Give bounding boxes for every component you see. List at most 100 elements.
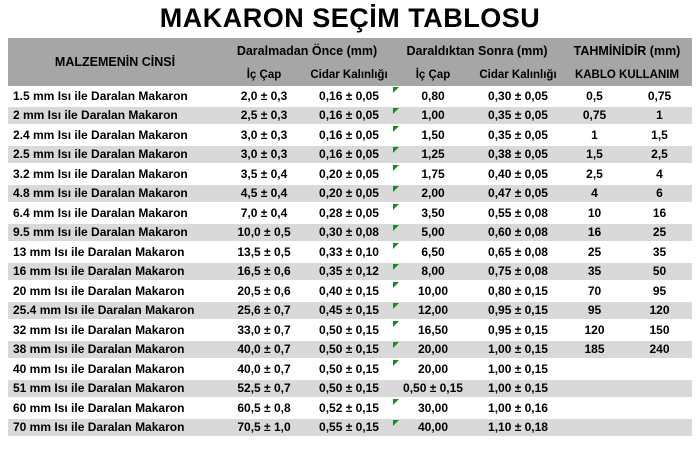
material-name-cell: 9.5 mm Isı ile Daralan Makaron [13, 225, 188, 240]
excel-error-flag-icon [393, 302, 399, 309]
material-name-cell: 16 mm Isı ile Daralan Makaron [13, 264, 185, 279]
excel-error-flag-icon [393, 399, 399, 405]
kablo-kullanim-max-cell: 95 [652, 283, 667, 298]
excel-error-flag-icon [393, 126, 399, 132]
material-name-cell: 2.5 mm Isı ile Daralan Makaron [13, 147, 188, 162]
kablo-kullanim-max-cell: 6 [656, 186, 663, 201]
before-cidar-kalinligi-cell: 0,50 ± 0,15 [319, 322, 379, 337]
kablo-kullanim-min-cell [562, 398, 627, 418]
after-cidar-kalinligi-cell: 1,00 ± 0,15 [488, 361, 548, 376]
after-ic-cap-cell: 20,00 [392, 341, 474, 359]
before-ic-cap-cell: 25,6 ± 0,7 [237, 303, 291, 318]
kablo-kullanim-min-cell: 1,5 [586, 147, 603, 162]
after-ic-cap-value: 1,25 [421, 147, 445, 162]
kablo-kullanim-max-cell: 1 [656, 108, 663, 123]
excel-error-flag-icon [393, 204, 399, 210]
kablo-kullanim-max-cell [627, 419, 692, 437]
material-name-cell: 60 mm Isı ile Daralan Makaron [13, 400, 185, 415]
excel-error-flag-icon [393, 243, 399, 249]
after-ic-cap-cell: 20,00 [392, 359, 474, 379]
before-ic-cap-cell: 3,0 ± 0,3 [240, 147, 288, 162]
excel-error-flag-icon [393, 185, 399, 192]
after-ic-cap-cell: 0,50 ± 0,15 [392, 380, 474, 398]
after-ic-cap-cell: 2,00 [392, 185, 474, 203]
after-ic-cap-cell: 0,80 [392, 86, 474, 106]
kablo-kullanim-min-cell: 0,75 [582, 108, 607, 123]
kablo-kullanim-max-cell: 4 [656, 166, 663, 181]
material-name-cell: 20 mm Isı ile Daralan Makaron [13, 283, 185, 298]
kablo-kullanim-min-cell [562, 419, 627, 437]
before-cidar-kalinligi-cell: 0,20 ± 0,05 [319, 186, 379, 201]
before-ic-cap-cell: 2,0 ± 0,3 [240, 88, 288, 103]
after-cidar-kalinligi-cell: 0,95 ± 0,15 [488, 322, 548, 337]
kablo-kullanim-min-cell: 2,5 [586, 166, 603, 181]
excel-error-flag-icon [393, 107, 399, 114]
table-row: 40 mm Isı ile Daralan Makaron 40,0 ± 0,7… [8, 359, 692, 379]
after-ic-cap-cell: 1,75 [392, 164, 474, 184]
after-ic-cap-cell: 10,00 [392, 281, 474, 301]
after-ic-cap-value: 16,50 [417, 322, 449, 337]
after-ic-cap-value: 30,00 [417, 400, 449, 415]
material-name-cell: 51 mm Isı ile Daralan Makaron [13, 381, 185, 396]
kablo-kullanim-max-cell: 35 [652, 244, 667, 259]
kablo-kullanim-max-cell: 50 [652, 264, 667, 279]
kablo-kullanim-min-cell: 70 [587, 283, 602, 298]
selection-table: MALZEMENİN CİNSİ Daralmadan Önce (mm) Da… [8, 38, 692, 437]
after-cidar-kalinligi-cell: 1,00 ± 0,15 [488, 342, 548, 357]
before-ic-cap-cell: 20,5 ± 0,6 [237, 283, 291, 298]
kablo-kullanim-min-cell: 10 [587, 205, 602, 220]
column-group-tahminidir: TAHMİNİDİR (mm) [573, 43, 681, 58]
before-ic-cap-cell: 33,0 ± 0,7 [237, 322, 291, 337]
excel-error-flag-icon [393, 419, 399, 426]
after-cidar-kalinligi-cell: 0,47 ± 0,05 [488, 186, 548, 201]
after-ic-cap-cell: 1,50 [392, 125, 474, 145]
column-subheader-row: İç Çap Cidar Kalınlığı İç Çap Cidar Kalı… [222, 63, 692, 86]
table-row: 25.4 mm Isı ile Daralan Makaron 25,6 ± 0… [8, 300, 692, 320]
table-row: 13 mm Isı ile Daralan Makaron 13,5 ± 0,5… [8, 242, 692, 262]
after-ic-cap-cell: 16,50 [392, 320, 474, 340]
after-cidar-kalinligi-cell: 0,35 ± 0,05 [488, 108, 548, 123]
column-header-after-ic-cap: İç Çap [415, 68, 451, 81]
table-header: MALZEMENİN CİNSİ Daralmadan Önce (mm) Da… [8, 38, 692, 86]
after-cidar-kalinligi-cell: 1,00 ± 0,16 [488, 400, 548, 415]
material-name-cell: 13 mm Isı ile Daralan Makaron [13, 244, 185, 259]
before-cidar-kalinligi-cell: 0,35 ± 0,12 [319, 264, 379, 279]
column-header-malzemenin-cinsi: MALZEMENİN CİNSİ [54, 55, 176, 69]
material-name-cell: 25.4 mm Isı ile Daralan Makaron [13, 303, 195, 318]
after-ic-cap-value: 40,00 [417, 420, 449, 435]
after-ic-cap-value: 0,50 ± 0,15 [403, 381, 463, 396]
before-ic-cap-cell: 60,5 ± 0,8 [237, 400, 291, 415]
after-ic-cap-value: 1,00 [421, 108, 445, 123]
kablo-kullanim-min-cell: 1 [591, 127, 598, 142]
after-cidar-kalinligi-cell: 0,95 ± 0,15 [488, 303, 548, 318]
column-header-after-cidar-kalinligi: Cidar Kalınlığı [479, 68, 557, 81]
after-ic-cap-cell: 40,00 [392, 419, 474, 437]
after-cidar-kalinligi-cell: 0,40 ± 0,05 [488, 166, 548, 181]
before-ic-cap-cell: 40,0 ± 0,7 [237, 361, 291, 376]
after-cidar-kalinligi-cell: 0,35 ± 0,05 [488, 127, 548, 142]
kablo-kullanim-min-cell: 25 [587, 244, 602, 259]
after-cidar-kalinligi-cell: 0,30 ± 0,05 [488, 88, 548, 103]
after-cidar-kalinligi-cell: 0,38 ± 0,05 [488, 147, 548, 162]
table-row: 9.5 mm Isı ile Daralan Makaron 10,0 ± 0,… [8, 222, 692, 242]
column-header-kablo-kullanim: KABLO KULLANIM [574, 68, 680, 81]
after-ic-cap-cell: 1,00 [392, 107, 474, 125]
table-row: 1.5 mm Isı ile Daralan Makaron 2,0 ± 0,3… [8, 86, 692, 106]
excel-error-flag-icon [393, 321, 399, 327]
kablo-kullanim-max-cell: 16 [652, 205, 667, 220]
kablo-kullanim-max-cell: 120 [649, 303, 670, 318]
after-cidar-kalinligi-cell: 1,10 ± 0,18 [488, 420, 548, 435]
kablo-kullanim-max-cell [627, 359, 692, 379]
kablo-kullanim-max-cell: 150 [649, 322, 670, 337]
kablo-kullanim-min-cell: 95 [587, 303, 602, 318]
column-header-before-ic-cap: İç Çap [246, 68, 282, 81]
before-cidar-kalinligi-cell: 0,50 ± 0,15 [319, 361, 379, 376]
excel-error-flag-icon [393, 360, 399, 366]
after-ic-cap-value: 5,00 [421, 225, 445, 240]
after-ic-cap-cell: 1,25 [392, 146, 474, 164]
after-ic-cap-value: 3,50 [421, 205, 445, 220]
kablo-kullanim-max-cell: 25 [652, 225, 667, 240]
material-name-cell: 6.4 mm Isı ile Daralan Makaron [13, 205, 188, 220]
kablo-kullanim-max-cell [627, 380, 692, 398]
